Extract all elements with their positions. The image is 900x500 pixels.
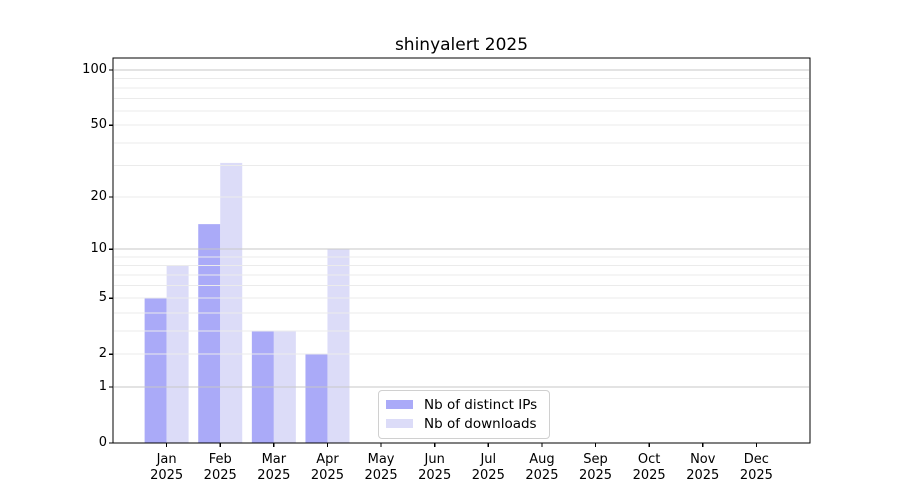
x-tick-label-oct: Oct 2025 [632,452,666,483]
bar-apr-downloads [327,249,350,443]
x-tick-label-dec: Dec 2025 [739,452,773,483]
legend-item-distinct-ips: Nb of distinct IPs [386,396,537,413]
x-tick-label-sep: Sep 2025 [578,452,613,483]
chart-title: shinyalert 2025 [394,35,529,55]
legend-label-distinct-ips: Nb of distinct IPs [424,396,538,413]
x-tick-label-may: May 2025 [364,452,398,483]
legend: Nb of distinct IPs Nb of downloads [378,390,551,439]
legend-item-downloads: Nb of downloads [386,415,537,432]
x-tick-label-apr: Apr 2025 [310,452,344,483]
bar-feb-downloads [220,162,243,443]
y-tick-label: 5 [98,290,107,306]
x-tick-label-jul: Jul 2025 [471,452,505,483]
bar-feb-distinct-ips [198,224,221,443]
y-tick-label: 0 [98,435,107,450]
legend-swatch-downloads [386,419,413,428]
bar-jan-distinct-ips [144,298,167,443]
x-tick-label-mar: Mar 2025 [257,452,291,483]
legend-label-downloads: Nb of downloads [424,415,537,432]
y-tick-label: 1 [98,378,107,394]
x-tick-label-jan: Jan 2025 [150,452,184,483]
bar-apr-distinct-ips [305,354,328,443]
x-tick-label-jun: Jun 2025 [418,452,452,483]
y-tick-label: 2 [98,346,107,362]
y-tick-label: 100 [82,62,107,77]
y-tick-label: 50 [90,117,107,133]
x-tick-label-nov: Nov 2025 [686,452,720,483]
axes-frame [112,57,811,444]
y-tick-label: 10 [90,241,107,257]
y-tick-label: 20 [90,188,107,204]
x-tick-label-feb: Feb 2025 [203,452,237,483]
x-tick-label-aug: Aug 2025 [525,452,559,483]
legend-swatch-distinct-ips [386,400,413,409]
